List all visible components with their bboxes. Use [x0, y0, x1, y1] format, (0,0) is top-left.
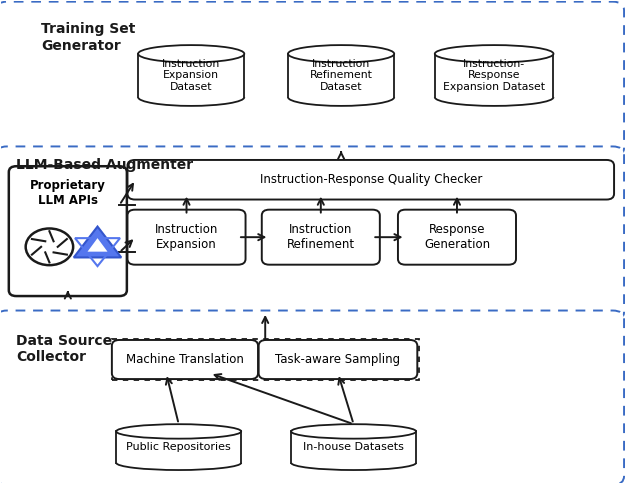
FancyBboxPatch shape	[116, 431, 241, 463]
Text: Public Repositories: Public Repositories	[126, 442, 231, 452]
Polygon shape	[74, 227, 121, 257]
FancyBboxPatch shape	[9, 166, 127, 296]
FancyBboxPatch shape	[291, 431, 416, 463]
FancyBboxPatch shape	[0, 311, 624, 484]
Text: Instruction-
Response
Expansion Dataset: Instruction- Response Expansion Dataset	[443, 59, 545, 92]
Text: Instruction-Response Quality Checker: Instruction-Response Quality Checker	[260, 173, 482, 186]
Ellipse shape	[291, 424, 416, 439]
Text: Instruction
Refinement: Instruction Refinement	[287, 223, 355, 251]
Ellipse shape	[288, 45, 394, 62]
Text: Task-aware Sampling: Task-aware Sampling	[275, 353, 401, 366]
FancyBboxPatch shape	[0, 147, 624, 321]
FancyBboxPatch shape	[0, 1, 624, 157]
Text: In-house Datasets: In-house Datasets	[303, 442, 404, 452]
Text: Proprietary
LLM APIs: Proprietary LLM APIs	[30, 179, 106, 207]
Text: Machine Translation: Machine Translation	[126, 353, 244, 366]
FancyBboxPatch shape	[435, 54, 553, 97]
Text: Instruction
Expansion: Instruction Expansion	[155, 223, 218, 251]
FancyBboxPatch shape	[138, 54, 244, 97]
Text: Data Source
Collector: Data Source Collector	[16, 333, 113, 364]
Text: Instruction
Expansion
Dataset: Instruction Expansion Dataset	[162, 59, 220, 92]
FancyBboxPatch shape	[259, 340, 418, 379]
Ellipse shape	[116, 424, 241, 439]
Polygon shape	[88, 238, 108, 252]
Ellipse shape	[435, 45, 553, 62]
Ellipse shape	[138, 45, 244, 62]
Text: Instruction
Refinement
Dataset: Instruction Refinement Dataset	[310, 59, 372, 92]
FancyBboxPatch shape	[112, 340, 258, 379]
FancyBboxPatch shape	[288, 54, 394, 97]
Text: Training Set
Generator: Training Set Generator	[41, 22, 136, 53]
FancyBboxPatch shape	[128, 160, 614, 199]
Text: Response
Generation: Response Generation	[424, 223, 490, 251]
Text: LLM-Based Augmenter: LLM-Based Augmenter	[16, 158, 193, 171]
FancyBboxPatch shape	[262, 210, 380, 265]
FancyBboxPatch shape	[128, 210, 245, 265]
FancyBboxPatch shape	[398, 210, 516, 265]
